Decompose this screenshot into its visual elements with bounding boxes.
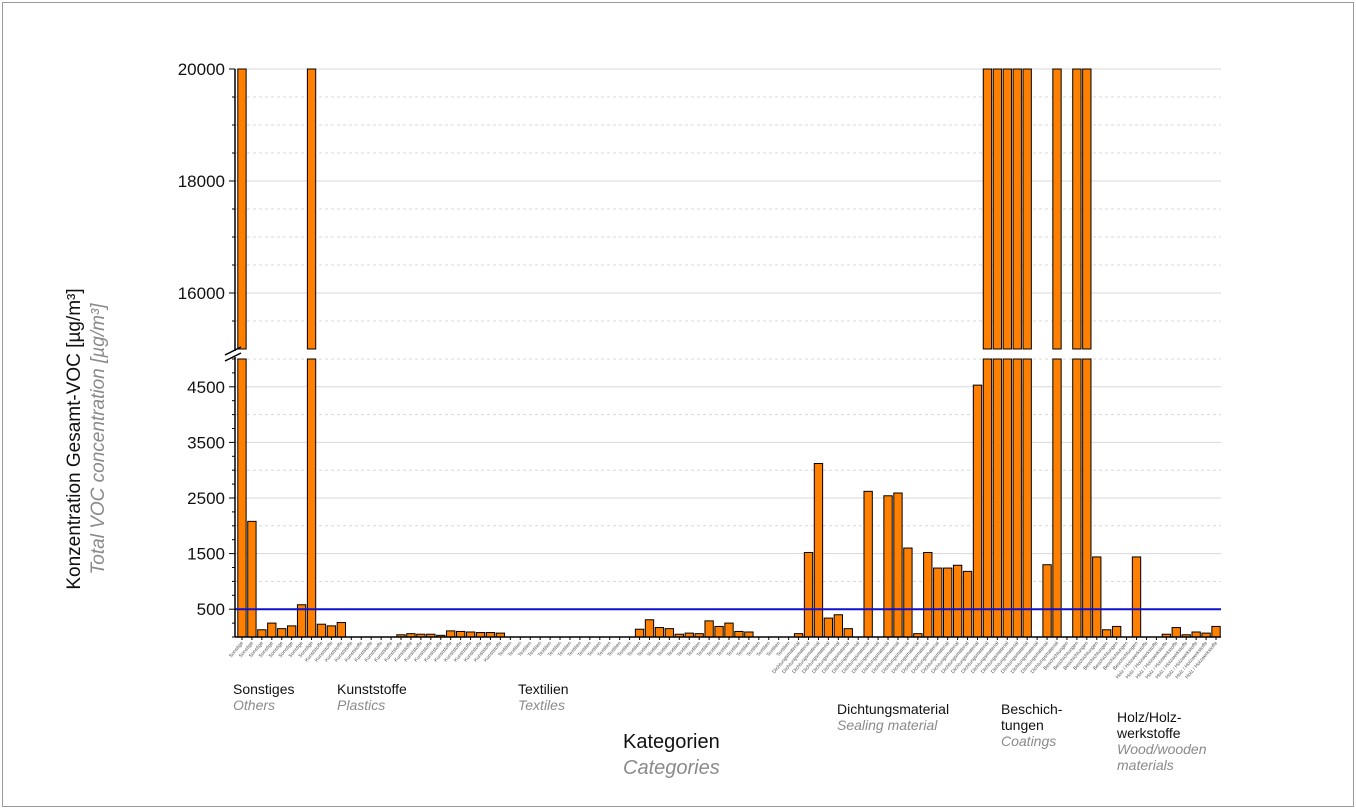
bar: [1012, 358, 1022, 638]
bar: [704, 620, 714, 638]
category-label-de: Holz/Holz- werkstoffe: [1117, 709, 1182, 741]
bar: [744, 631, 754, 638]
y-axis-label-de: Konzentration Gesamt-VOC [µg/m³]: [64, 288, 85, 590]
axis-break-mark: [224, 352, 242, 362]
bar: [942, 567, 953, 638]
bar: [952, 564, 963, 638]
category-label-de: Kunststoffe: [337, 681, 407, 697]
category-label: Holz/Holz- werkstoffe Wood/wooden materia…: [1117, 709, 1207, 773]
category-label-en: Coatings: [1001, 733, 1057, 749]
bar: [992, 358, 1003, 638]
bar: [1102, 629, 1112, 638]
category-label-en: Plastics: [337, 697, 386, 713]
category-label-en: Wood/wooden materials: [1117, 741, 1207, 773]
category-label-de: Beschich- tungen: [1001, 701, 1063, 733]
category-label: Textilien Textiles: [518, 681, 569, 713]
x-axis-label-de: Kategorien: [623, 731, 720, 753]
bar: [455, 630, 466, 638]
category-label-en: Others: [233, 697, 276, 713]
bar: [316, 623, 327, 638]
bar: [257, 629, 267, 638]
bar: [306, 358, 317, 638]
bar: [1191, 631, 1201, 638]
bar: [237, 358, 247, 638]
bar-chart: SonstigeSonstigeSonstigeSonstigeSonstige…: [178, 60, 1221, 680]
bar: [933, 567, 943, 638]
category-label: Beschich- tungen Coatings: [1001, 701, 1062, 749]
bar: [724, 622, 734, 638]
bar: [1002, 358, 1012, 638]
bar: [465, 631, 476, 638]
bar: [326, 625, 337, 638]
bar: [1092, 556, 1102, 638]
bar: [1072, 358, 1082, 638]
bar: [734, 630, 744, 638]
bar: [1002, 68, 1012, 350]
bar: [1052, 358, 1062, 638]
bar: [962, 570, 973, 638]
category-label-en: Sealing material: [837, 717, 938, 733]
y-tick-label: 500: [197, 600, 225, 619]
bar: [1012, 68, 1022, 350]
bar: [982, 358, 993, 638]
bar: [634, 628, 645, 638]
bar: [1082, 358, 1092, 638]
bar: [992, 68, 1003, 350]
bar: [1022, 358, 1032, 638]
bar: [1082, 68, 1092, 350]
bar: [247, 520, 257, 638]
bar: [1072, 68, 1082, 350]
category-label: Sonstiges Others: [233, 681, 294, 713]
bar: [972, 384, 983, 638]
y-tick-label: 3500: [187, 433, 225, 452]
bar: [1022, 68, 1032, 350]
category-label-de: Sonstiges: [233, 681, 295, 697]
bar: [903, 547, 913, 638]
category-label-de: Textilien: [518, 681, 569, 697]
bar: [336, 622, 347, 638]
bar: [982, 68, 993, 350]
y-tick-label: 16000: [178, 284, 225, 303]
y-tick-label: 1500: [187, 545, 225, 564]
category-label-en: Textiles: [518, 697, 565, 713]
bar: [1171, 627, 1181, 638]
bar: [1052, 68, 1062, 350]
y-axis-label-en: Total VOC concentration [µg/m³]: [88, 303, 109, 575]
bar: [1211, 625, 1221, 638]
bar: [1042, 564, 1052, 638]
bar: [277, 628, 287, 638]
bar: [813, 463, 824, 638]
bar: [843, 628, 853, 638]
y-tick-label: 2500: [187, 489, 225, 508]
y-tick-label: 18000: [178, 172, 225, 191]
y-axis-label: Konzentration Gesamt-VOC [µg/m³] Total V…: [63, 288, 111, 589]
bar: [823, 617, 834, 638]
y-tick-label: 4500: [187, 378, 225, 397]
bar: [883, 495, 893, 638]
axis-break-mark: [224, 346, 242, 356]
bar: [664, 628, 675, 638]
category-label: Dichtungsmaterial Sealing material: [837, 701, 949, 733]
bar: [923, 551, 933, 638]
bar: [237, 68, 247, 350]
x-axis-label: Kategorien Categories: [623, 729, 720, 781]
bar: [267, 622, 277, 638]
bar: [644, 619, 655, 638]
bar: [833, 614, 844, 638]
bar: [654, 627, 665, 638]
y-tick-label: 20000: [178, 60, 225, 79]
bar: [306, 68, 317, 350]
bar: [446, 630, 456, 638]
bar: [893, 492, 903, 638]
bar: [1111, 625, 1122, 638]
bar: [863, 490, 873, 638]
x-axis-label-en: Categories: [623, 757, 720, 779]
bar: [286, 625, 297, 638]
bar: [714, 625, 724, 638]
bar: [1131, 556, 1142, 638]
category-label-de: Dichtungsmaterial: [837, 701, 950, 717]
category-label: Kunststoffe Plastics: [337, 681, 407, 713]
bar: [803, 551, 814, 638]
